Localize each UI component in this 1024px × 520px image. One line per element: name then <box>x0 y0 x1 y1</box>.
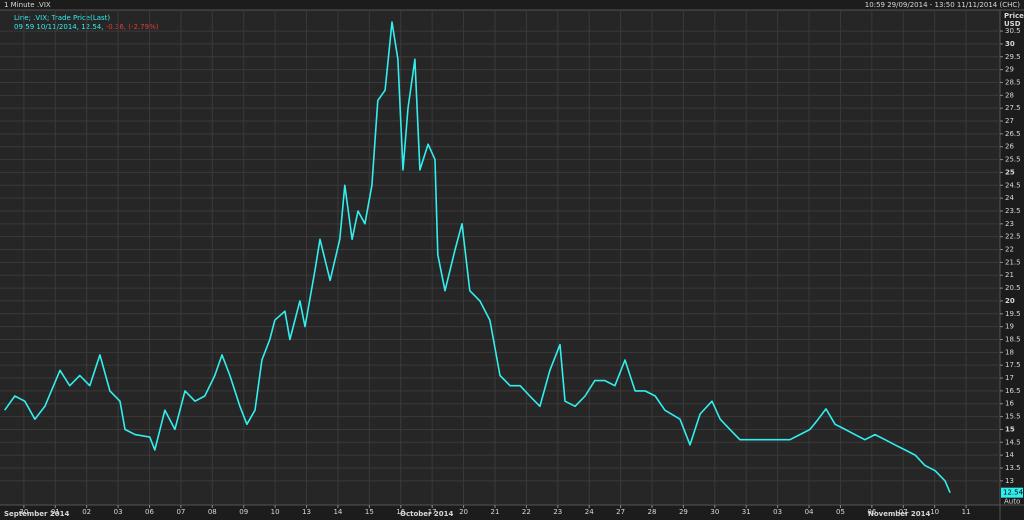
y-tick-label: 25 <box>1005 168 1015 176</box>
x-tick-label: 30 <box>19 508 28 516</box>
x-tick-label: 30 <box>710 508 719 516</box>
x-tick-label: 28 <box>648 508 657 516</box>
x-tick-label: 15 <box>365 508 374 516</box>
last-value-label: 12.54 <box>1003 489 1024 497</box>
x-tick-label: 03 <box>773 508 782 516</box>
x-tick-label: 22 <box>522 508 531 516</box>
grid <box>0 10 1000 505</box>
x-tick-label: 16 <box>396 508 405 516</box>
y-tick-label: 16 <box>1005 400 1014 408</box>
y-tick-label: 28 <box>1005 91 1014 99</box>
y-tick-label: 19 <box>1005 323 1014 331</box>
last-info: 09:59 10/11/2014, 12.54, -0.36, (-2.79%) <box>14 23 159 31</box>
chart-title: 1 Minute .VIX <box>4 1 51 9</box>
y-tick-label: 25.5 <box>1005 156 1021 164</box>
y-tick-label: 23 <box>1005 220 1014 228</box>
y-tick-label: 15 <box>1005 425 1015 433</box>
x-tick-label: 06 <box>145 508 154 516</box>
last-change: -0.36, (-2.79%) <box>106 23 159 31</box>
y-tick-label: 27 <box>1005 117 1014 125</box>
y-tick-label: 21.5 <box>1005 258 1021 266</box>
x-tick-label: 09 <box>239 508 248 516</box>
x-tick-label: 31 <box>742 508 751 516</box>
y-tick-label: 22 <box>1005 246 1014 254</box>
y-tick-label: 15.5 <box>1005 413 1021 421</box>
time-range: 10:59 29/09/2014 - 13:50 11/11/2014 (CHC… <box>865 1 1020 9</box>
y-tick-label: 18 <box>1005 348 1014 356</box>
y-tick-label: 20 <box>1005 297 1015 305</box>
y-tick-label: 27.5 <box>1005 104 1021 112</box>
marks <box>4 21 951 494</box>
y-tick-label: 24.5 <box>1005 181 1021 189</box>
last-info-text: 09:59 10/11/2014, 12.54, <box>14 23 106 31</box>
y-tick-label: 26 <box>1005 143 1014 151</box>
x-tick-label: 03 <box>114 508 123 516</box>
y-tick-label: 20.5 <box>1005 284 1021 292</box>
y-tick-label: 29 <box>1005 66 1014 74</box>
y-tick-label: 23.5 <box>1005 207 1021 215</box>
y-tick-label: 16.5 <box>1005 387 1021 395</box>
x-tick-label: 07 <box>176 508 185 516</box>
x-tick-label: 13 <box>302 508 311 516</box>
y-tick-label: 30.5 <box>1005 27 1021 35</box>
x-tick-label: 11 <box>962 508 971 516</box>
y-axis-label: Price <box>1004 12 1024 20</box>
last-value-box <box>1001 487 1023 498</box>
y-tick-label: 30 <box>1005 40 1015 48</box>
y-tick-label: 21 <box>1005 271 1014 279</box>
x-tick-label: 07 <box>899 508 908 516</box>
x-tick-label: 27 <box>616 508 625 516</box>
month-label: October 2014 <box>400 510 454 518</box>
legend-entry: Line; .VIX; Trade Price(Last) <box>14 14 110 22</box>
plot-area <box>0 10 1000 505</box>
y-tick-label: 29.5 <box>1005 53 1021 61</box>
y-tick-label: 28.5 <box>1005 78 1021 86</box>
x-tick-label: 02 <box>82 508 91 516</box>
x-tick-label: 14 <box>333 508 342 516</box>
y-tick-label: 14.5 <box>1005 438 1021 446</box>
x-tick-label: 24 <box>585 508 594 516</box>
month-label: November 2014 <box>868 510 931 518</box>
x-tick-label: 05 <box>836 508 845 516</box>
y-tick-label: 17.5 <box>1005 361 1021 369</box>
x-tick-label: 08 <box>208 508 217 516</box>
y-tick-label: 22.5 <box>1005 233 1021 241</box>
y-tick-label: 17 <box>1005 374 1014 382</box>
x-tick-label: 23 <box>553 508 562 516</box>
x-tick-label: 10 <box>271 508 280 516</box>
y-tick-label: 13.5 <box>1005 464 1021 472</box>
x-tick-label: 29 <box>679 508 688 516</box>
x-tick-label: 01 <box>51 508 60 516</box>
y-tick-label: 26.5 <box>1005 130 1021 138</box>
x-tick-label: 10 <box>930 508 939 516</box>
y-tick-label: 14 <box>1005 451 1014 459</box>
x-tick-label: 20 <box>459 508 468 516</box>
y-axis-unit: USD <box>1004 20 1021 28</box>
x-tick-label: 06 <box>867 508 876 516</box>
y-tick-label: 24 <box>1005 194 1014 202</box>
month-label: September 2014 <box>4 510 69 518</box>
x-tick-label: 21 <box>491 508 500 516</box>
axes: 13 13.5 14 14.5 15 15.5 16 16.5 17 17.5 18 18.5 19 19… <box>19 27 1023 516</box>
scale-mode: Auto <box>1004 498 1020 506</box>
y-tick-label: 13 <box>1005 477 1014 485</box>
x-tick-label: 17 <box>428 508 437 516</box>
x-tick-label: 04 <box>805 508 814 516</box>
y-tick-label: 19.5 <box>1005 310 1021 318</box>
y-tick-label: 18.5 <box>1005 335 1021 343</box>
price-line <box>4 21 951 494</box>
